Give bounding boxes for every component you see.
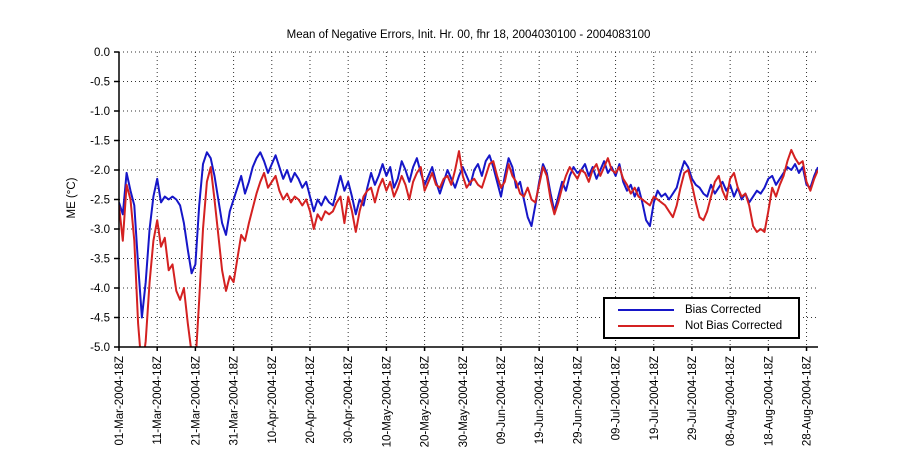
legend-label-not-bias-corrected: Not Bias Corrected bbox=[685, 320, 783, 333]
x-tick-label: 29-Jun-2004-18Z bbox=[572, 356, 584, 444]
legend-label-bias-corrected: Bias Corrected bbox=[685, 303, 762, 316]
legend-item-bias-corrected: Bias Corrected bbox=[618, 304, 798, 316]
x-tick-label: 31-Mar-2004-18Z bbox=[229, 356, 241, 445]
y-tick-label: -1.5 bbox=[90, 136, 110, 148]
x-tick-label: 18-Aug-2004-18Z bbox=[763, 356, 775, 446]
y-tick-label: -2.5 bbox=[90, 195, 110, 207]
x-tick-label: 08-Aug-2004-18Z bbox=[725, 356, 737, 446]
x-tick-label: 20-May-2004-18Z bbox=[420, 356, 432, 447]
x-tick-label: 11-Mar-2004-18Z bbox=[152, 356, 164, 445]
y-tick-label: -1.0 bbox=[90, 106, 110, 118]
x-tick-label: 01-Mar-2004-18Z bbox=[114, 356, 126, 445]
series-line-not-bias-corrected bbox=[119, 148, 818, 347]
y-tick-label: -0.5 bbox=[90, 77, 110, 89]
legend: Bias Corrected Not Bias Corrected bbox=[603, 297, 800, 339]
x-tick-label: 19-Jun-2004-18Z bbox=[534, 356, 546, 444]
y-tick-label: -4.5 bbox=[90, 313, 110, 325]
series-line-bias-corrected bbox=[119, 151, 818, 319]
y-tick-label: -3.5 bbox=[90, 254, 110, 266]
x-tick-label: 09-Jul-2004-18Z bbox=[611, 356, 623, 440]
x-tick-label: 28-Aug-2004-18Z bbox=[802, 356, 814, 446]
x-tick-label: 21-Mar-2004-18Z bbox=[190, 356, 202, 445]
x-tick-label: 19-Jul-2004-18Z bbox=[649, 356, 661, 440]
legend-line-sample-blue bbox=[618, 308, 674, 311]
chart-title: Mean of Negative Errors, Init. Hr. 00, f… bbox=[286, 29, 651, 41]
x-tick-label: 30-May-2004-18Z bbox=[458, 356, 470, 447]
x-tick-label: 30-Apr-2004-18Z bbox=[343, 356, 355, 444]
y-tick-label: -2.0 bbox=[90, 165, 110, 177]
x-tick-label: 10-May-2004-18Z bbox=[381, 356, 393, 447]
x-tick-label: 20-Apr-2004-18Z bbox=[305, 356, 317, 444]
x-tick-label: 09-Jun-2004-18Z bbox=[496, 356, 508, 444]
y-tick-label: -4.0 bbox=[90, 283, 110, 295]
x-tick-label: 29-Jul-2004-18Z bbox=[687, 356, 699, 440]
y-tick-label: -3.0 bbox=[90, 224, 110, 236]
x-tick-label: 10-Apr-2004-18Z bbox=[267, 356, 279, 444]
y-tick-label: 0.0 bbox=[94, 47, 110, 59]
y-tick-label: -5.0 bbox=[90, 342, 110, 354]
legend-line-sample-red bbox=[618, 325, 674, 328]
legend-item-not-bias-corrected: Not Bias Corrected bbox=[618, 320, 798, 332]
